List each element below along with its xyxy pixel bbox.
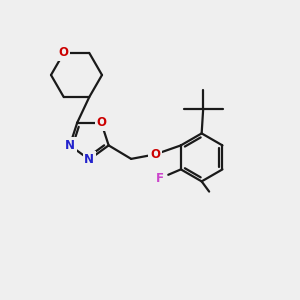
- Text: O: O: [96, 116, 106, 129]
- Text: O: O: [150, 148, 160, 161]
- Text: N: N: [65, 139, 75, 152]
- Text: N: N: [84, 153, 94, 166]
- Text: O: O: [59, 46, 69, 59]
- Text: F: F: [156, 172, 164, 185]
